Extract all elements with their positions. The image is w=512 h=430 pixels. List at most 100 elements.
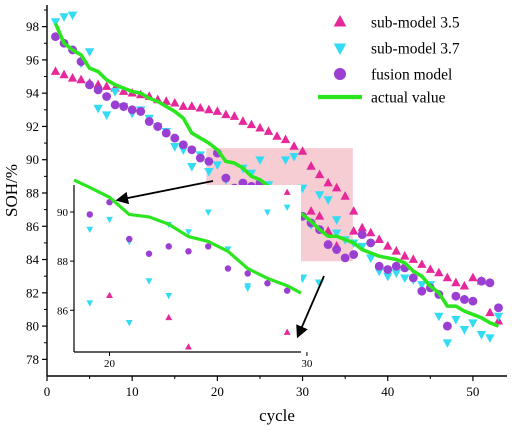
inset-fusion-model-point: [165, 243, 172, 250]
sub-model-3-5-point: [340, 191, 350, 200]
fusion-model-point: [340, 253, 350, 263]
fusion-model-point: [477, 276, 486, 286]
inset-sub-model-3-7-point: [244, 283, 252, 290]
sub-model-3-7-point: [170, 143, 180, 152]
x-tick-label: 40: [381, 384, 394, 399]
sub-model-3-7-point: [493, 312, 504, 322]
inset-x-tick-label: 30: [301, 358, 313, 370]
fusion-model-point: [332, 245, 342, 254]
inset-sub-model-3-7-point: [125, 320, 133, 327]
fusion-model-point: [178, 140, 188, 150]
y-axis-label: SOH/%: [2, 164, 21, 217]
inset-sub-model-3-5-point: [283, 188, 291, 195]
x-tick-label: 50: [466, 384, 479, 399]
sub-model-3-7-point: [280, 156, 291, 165]
fusion-model-point: [93, 85, 103, 95]
sub-model-3-7-point: [468, 319, 478, 328]
sub-model-3-5-point: [67, 73, 78, 82]
sub-model-3-5-point: [417, 259, 427, 268]
inset-fusion-model-point: [185, 248, 192, 255]
inset-sub-model-3-7-point: [86, 300, 94, 307]
legend-label-actual-value: actual value: [371, 90, 446, 107]
y-tick-label: 92: [26, 119, 39, 134]
inset-sub-model-3-5-point: [185, 343, 192, 350]
inset-fusion-model-point: [244, 270, 251, 277]
sub-model-3-5-point: [289, 141, 299, 150]
fusion-model-point: [144, 117, 154, 126]
sub-model-3-5-point: [187, 101, 197, 110]
sub-model-3-5-point: [451, 277, 461, 287]
inset-sub-model-3-5-series: [106, 188, 291, 350]
fusion-model-point: [417, 286, 427, 296]
inset-sub-model-3-7-point: [145, 278, 153, 285]
zoom-arrow-left: [115, 180, 214, 205]
sub-model-3-7-point: [476, 331, 487, 340]
sub-model-3-7-point: [331, 229, 342, 239]
fusion-model-point: [102, 92, 112, 101]
x-tick-label: 10: [126, 384, 139, 399]
sub-model-3-5-point: [306, 161, 316, 170]
fusion-model-point: [110, 100, 120, 110]
sub-model-3-7-point: [417, 281, 427, 290]
sub-model-3-5-point: [425, 264, 436, 273]
legend-label-sub-model-3-7: sub-model 3.7: [371, 41, 460, 58]
sub-model-3-5-point: [468, 272, 478, 282]
sub-model-3-5-point: [366, 227, 376, 237]
inset-x-tick-label: 20: [104, 358, 116, 370]
fusion-model-point: [136, 107, 146, 116]
fusion-model-point: [85, 80, 95, 90]
inset-sub-model-3-5-point: [165, 313, 173, 321]
sub-model-3-7-point: [84, 48, 95, 57]
fusion-model-point: [459, 295, 469, 304]
inset-sub-model-3-5-point: [283, 328, 291, 335]
inset-y-tick-label: 86: [57, 305, 69, 317]
sub-model-3-7-point: [485, 334, 495, 343]
x-tick-label: 30: [296, 384, 309, 399]
y-tick-label: 82: [26, 285, 39, 300]
sub-model-3-7-point: [178, 146, 188, 155]
inset-fusion-model-point: [126, 235, 133, 243]
sub-model-3-5-point: [383, 241, 393, 250]
sub-model-3-5-point: [118, 86, 129, 95]
sub-model-3-7-point: [59, 13, 69, 22]
fusion-model-point: [119, 102, 129, 111]
sub-model-3-7-point: [314, 191, 325, 200]
sub-model-3-5-point: [323, 177, 333, 187]
y-tick-label: 90: [26, 152, 39, 167]
legend: sub-model 3.5 sub-model 3.7 fusion model ac…: [318, 15, 460, 107]
sub-model-3-5-point: [348, 226, 359, 235]
sub-model-3-5-point: [238, 116, 248, 125]
sub-model-3-5-point: [391, 246, 401, 255]
sub-model-3-7-point: [383, 272, 393, 282]
sub-model-3-7-point: [391, 269, 401, 279]
fusion-model-point: [442, 321, 452, 331]
inset-sub-model-3-7-point: [165, 293, 173, 300]
fusion-model-point: [485, 278, 495, 288]
sub-model-3-7-point: [323, 196, 333, 205]
sub-model-3-7-point: [255, 156, 265, 165]
fusion-model-point: [374, 261, 384, 271]
sub-model-3-7-point: [434, 312, 444, 322]
inset-sub-model-3-5-point: [106, 291, 113, 298]
sub-model-3-7-point: [451, 316, 461, 325]
sub-model-3-5-point: [59, 69, 69, 79]
sub-model-3-5-point: [170, 97, 180, 107]
sub-model-3-7-point: [459, 326, 470, 335]
sub-model-3-5-point: [255, 122, 265, 132]
inset-plot: 20 30 86 88 90: [57, 178, 325, 370]
sub-model-3-5-point: [93, 79, 103, 89]
sub-model-3-5-point: [263, 126, 274, 135]
x-axis-label: cycle: [259, 406, 295, 425]
inset-y-tick-label: 90: [57, 207, 69, 219]
sub-model-3-5-point: [348, 206, 359, 215]
fusion-model-point: [170, 133, 180, 143]
y-tick-label: 88: [26, 185, 39, 200]
sub-model-3-5-point: [212, 106, 223, 115]
inset-fusion-model-point: [224, 265, 232, 272]
inset-background: [74, 185, 301, 352]
sub-model-3-7-point: [204, 167, 214, 177]
sub-model-3-7-point: [110, 88, 120, 97]
fusion-model-point: [451, 291, 461, 301]
sub-model-3-5-point: [400, 251, 410, 260]
sub-model-3-5-point: [204, 104, 214, 114]
